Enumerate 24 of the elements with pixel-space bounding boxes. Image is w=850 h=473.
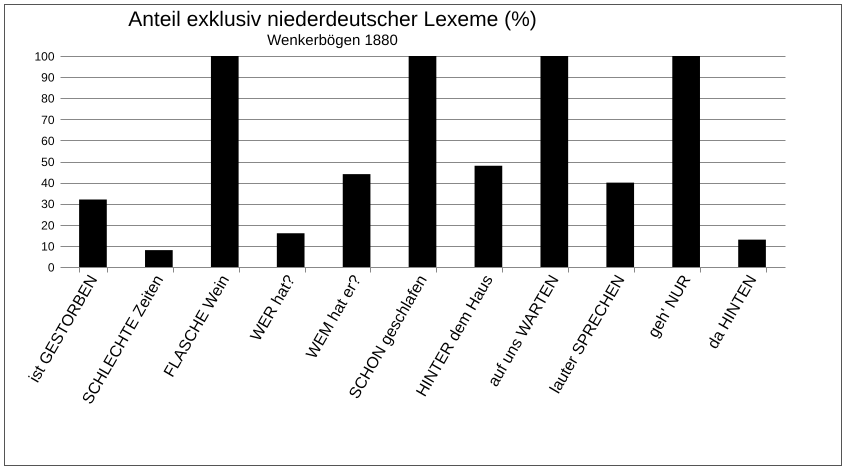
chart-title: Anteil exklusiv niederdeutscher Lexeme (%) (128, 8, 537, 31)
bar (606, 182, 634, 267)
bar (738, 240, 766, 267)
y-tick-label: 20 (41, 218, 55, 232)
y-tick-label: 70 (41, 112, 55, 127)
bar (672, 56, 700, 267)
y-tick-label: 40 (41, 176, 55, 190)
y-tick-label: 80 (41, 92, 55, 106)
bar (145, 250, 173, 267)
bar (474, 166, 502, 267)
bar (276, 233, 305, 267)
y-tick-label: 60 (41, 134, 55, 148)
bar (210, 56, 239, 267)
bar (408, 56, 436, 267)
chart-subtitle: Wenkerbögen 1880 (267, 32, 398, 49)
bar (79, 199, 107, 267)
bar (342, 174, 370, 267)
y-tick-label: 30 (41, 197, 55, 212)
y-tick-label: 10 (41, 239, 55, 254)
y-tick-label: 90 (41, 70, 55, 85)
bar (540, 56, 568, 267)
y-tick-label: 100 (34, 50, 55, 64)
y-tick-label: 50 (41, 155, 55, 169)
y-tick-label: 0 (48, 260, 55, 274)
